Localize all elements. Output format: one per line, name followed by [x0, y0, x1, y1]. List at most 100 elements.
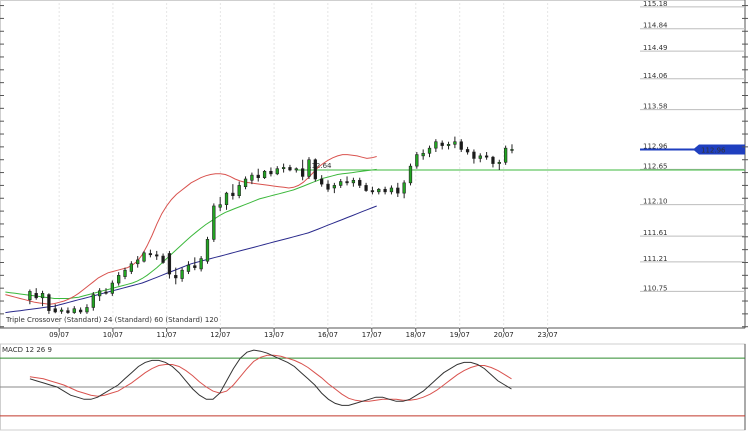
candle-body [250, 174, 254, 181]
candle-body [510, 149, 514, 151]
candle-body [300, 168, 305, 177]
candle-body [98, 290, 102, 297]
candle-body [136, 259, 140, 265]
candle-body [491, 156, 495, 164]
candle-body [408, 165, 413, 184]
candle-body [269, 170, 273, 175]
candle-body [440, 142, 444, 146]
chart-grid [0, 0, 746, 329]
price-level-label: 113.58 [643, 103, 668, 111]
candle-body [53, 308, 57, 313]
x-tick-label: 19/07 [450, 331, 470, 339]
candle-body [427, 147, 432, 154]
x-tick-label: 17/07 [362, 331, 382, 339]
candle-body [389, 187, 394, 193]
price-level-label: 112.96 [643, 142, 668, 150]
candle-body [339, 181, 343, 186]
candle-body [370, 190, 375, 193]
candle-body [358, 179, 362, 186]
candle-body [193, 265, 197, 268]
candles [28, 136, 514, 314]
candle-body [364, 185, 368, 191]
price-level-label: 114.84 [643, 22, 668, 30]
candle-body [59, 309, 64, 312]
candle-body [421, 152, 425, 157]
candle-body [497, 161, 501, 164]
candle-body [224, 192, 229, 205]
moving-averages [5, 154, 377, 314]
price-level-label: 114.49 [643, 44, 668, 52]
candle-body [313, 159, 317, 180]
candle-body [320, 178, 324, 185]
price-level-label: 114.06 [643, 72, 668, 80]
candle-body [155, 254, 159, 257]
candle-body [326, 183, 330, 190]
price-level-label: 111.21 [643, 255, 668, 263]
candle-body [237, 185, 241, 196]
indicator-label: Triple Crossover (Standard) 24 (Standard… [5, 316, 218, 324]
candle-body [218, 204, 222, 208]
x-tick-label: 16/07 [318, 331, 338, 339]
candle-body [142, 252, 146, 262]
candle-body [66, 310, 70, 313]
candle-body [40, 293, 45, 299]
candle-body [377, 188, 381, 193]
candle-body [446, 144, 451, 146]
ma-24-line [5, 154, 377, 305]
candle-body [396, 187, 400, 194]
last-price-tag [693, 144, 745, 155]
candle-body [465, 149, 470, 153]
candle-body [186, 264, 191, 272]
candle-body [123, 269, 127, 277]
price-level-label: 115.18 [643, 0, 668, 8]
candle-body [256, 174, 260, 179]
candle-body [47, 294, 51, 311]
price-level-label: 112.10 [643, 198, 668, 206]
macd-signal-line [29, 354, 512, 402]
candle-body [351, 179, 356, 184]
candle-body [345, 181, 349, 184]
candle-body [78, 309, 83, 313]
candle-body [503, 147, 508, 163]
candle-body [281, 167, 286, 170]
candle-body [262, 170, 267, 179]
candle-body [129, 263, 134, 272]
x-axis: 09/07 10/07 11/07 12/07 13/07 16/07 17/07 18/07… [49, 328, 558, 339]
candle-body [453, 141, 457, 145]
x-tick-label: 11/07 [157, 331, 177, 339]
candle-body [307, 159, 311, 177]
candle-body [478, 155, 482, 159]
candle-body [212, 205, 216, 240]
x-tick-label: 23/07 [538, 331, 558, 339]
y-axis: 115.20115.00114.80114.60114.40114.20114.… [742, 5, 748, 328]
price-levels: 115.18 114.84 114.49 114.06 113.58 112.96 112.… [296, 0, 745, 292]
candle-body [91, 294, 95, 308]
candle-body [34, 293, 38, 299]
candle-body [243, 178, 248, 187]
candle-body [332, 185, 337, 189]
ma-60-line [5, 168, 377, 299]
price-level-label: 112.65 [643, 162, 668, 170]
macd-panel: 0.28170-0.2817 [0, 343, 746, 431]
candle-body [28, 291, 32, 301]
candle-body [459, 141, 463, 150]
candle-body [415, 154, 419, 167]
price-level-label: 110.75 [643, 284, 668, 292]
candle-body [472, 151, 476, 159]
candle-body [85, 307, 89, 313]
x-tick-label: 13/07 [264, 331, 284, 339]
candle-body [294, 168, 298, 171]
candle-body [148, 253, 153, 256]
candle-body [104, 291, 108, 294]
ma-120-line [5, 205, 377, 314]
candle-body [484, 155, 489, 158]
x-tick-label: 09/07 [49, 331, 69, 339]
candle-body [434, 141, 438, 149]
x-tick-label: 12/07 [210, 331, 230, 339]
candle-body [180, 269, 184, 279]
x-tick-label: 18/07 [406, 331, 426, 339]
macd-line [29, 349, 512, 406]
candle-body [117, 275, 121, 284]
last-price-tag-label: 112.96 [701, 146, 726, 154]
